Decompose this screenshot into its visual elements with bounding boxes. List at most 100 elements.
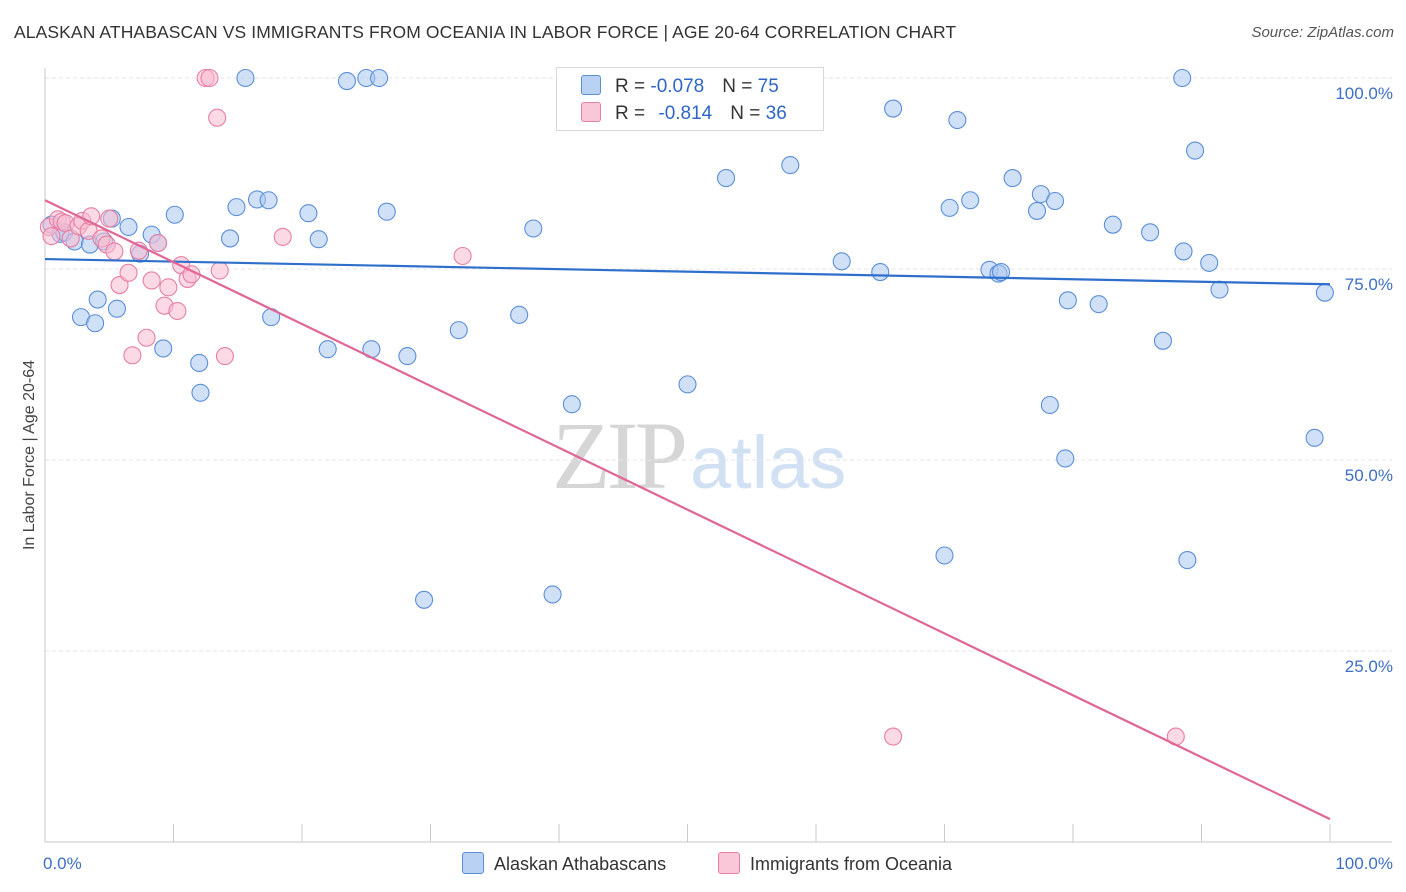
swatch-blue bbox=[581, 75, 601, 95]
data-point bbox=[1178, 551, 1197, 570]
data-point bbox=[1045, 191, 1065, 211]
data-point bbox=[200, 68, 219, 88]
data-point bbox=[210, 261, 229, 280]
data-point bbox=[1305, 428, 1324, 447]
chart-legend: Alaskan Athabascans Immigrants from Ocea… bbox=[0, 852, 1406, 878]
y-tick-label: 75.0% bbox=[1345, 275, 1393, 294]
data-point bbox=[1174, 242, 1193, 261]
data-point bbox=[398, 347, 417, 366]
legend-label: Alaskan Athabascans bbox=[494, 854, 667, 874]
data-point bbox=[208, 108, 227, 127]
data-point bbox=[370, 68, 389, 88]
data-point bbox=[1315, 283, 1334, 302]
legend-label: Immigrants from Oceania bbox=[750, 854, 953, 874]
data-point bbox=[991, 263, 1011, 282]
trend-line-0 bbox=[44, 257, 1331, 286]
data-point bbox=[1153, 331, 1172, 350]
data-point bbox=[236, 68, 255, 88]
data-point bbox=[86, 314, 105, 333]
data-point bbox=[168, 301, 187, 321]
data-point bbox=[1173, 68, 1192, 88]
data-point bbox=[337, 72, 357, 91]
data-point bbox=[191, 383, 210, 402]
r-value: -0.814 bbox=[658, 103, 713, 124]
data-point bbox=[1141, 223, 1160, 242]
data-point bbox=[524, 219, 543, 238]
data-point bbox=[88, 290, 107, 309]
data-point bbox=[309, 230, 328, 249]
series-immigrants-from-oceania bbox=[39, 68, 1185, 746]
data-point bbox=[884, 99, 903, 118]
data-point bbox=[961, 191, 980, 210]
data-point bbox=[42, 227, 61, 246]
n-value: 75 bbox=[757, 76, 779, 97]
data-point bbox=[871, 263, 890, 282]
swatch-pink bbox=[581, 102, 601, 122]
n-value: 36 bbox=[765, 103, 787, 124]
data-point bbox=[948, 110, 967, 130]
n-label: N = bbox=[722, 76, 758, 97]
data-point bbox=[1056, 449, 1075, 468]
data-point bbox=[107, 299, 127, 318]
legend-item-immigrants-from-oceania: Immigrants from Oceania bbox=[718, 852, 952, 875]
data-point bbox=[449, 321, 468, 340]
y-tick-label: 100.0% bbox=[1335, 84, 1393, 103]
n-label: N = bbox=[730, 103, 766, 124]
legend-swatch-pink bbox=[718, 852, 740, 874]
data-point bbox=[100, 209, 119, 228]
data-point bbox=[110, 275, 129, 295]
data-point bbox=[940, 198, 959, 217]
data-point bbox=[832, 252, 851, 271]
data-point bbox=[1200, 253, 1219, 272]
data-point bbox=[1003, 169, 1022, 188]
data-point bbox=[154, 339, 173, 358]
data-point bbox=[299, 204, 318, 223]
data-point bbox=[884, 727, 903, 746]
data-point bbox=[159, 278, 178, 297]
data-point bbox=[105, 242, 124, 261]
data-point bbox=[1186, 141, 1205, 160]
r-label: R = bbox=[615, 103, 651, 124]
data-point bbox=[142, 271, 161, 290]
x-tick-label-min: 0.0% bbox=[43, 854, 82, 873]
series-alaskan-athabascans bbox=[42, 68, 1334, 609]
data-point bbox=[318, 340, 337, 359]
trend-line-1 bbox=[44, 199, 1331, 821]
axes bbox=[44, 68, 1392, 843]
data-point bbox=[119, 263, 138, 282]
data-point bbox=[1210, 280, 1229, 299]
data-point bbox=[935, 546, 954, 565]
legend-item-alaskan-athabascans: Alaskan Athabascans bbox=[462, 852, 666, 875]
data-point bbox=[678, 375, 697, 394]
tick-labels: 25.0% 50.0% 75.0% 100.0% 0.0% 100.0% bbox=[43, 84, 1393, 873]
chart-title: ALASKAN ATHABASCAN VS IMMIGRANTS FROM OC… bbox=[14, 22, 957, 42]
data-point bbox=[415, 590, 434, 609]
data-point bbox=[227, 198, 246, 217]
legend-swatch-blue bbox=[462, 852, 484, 874]
data-point bbox=[453, 246, 472, 266]
data-point bbox=[220, 229, 240, 248]
stats-row-alaskan-athabascans: R = -0.078 N = 75 bbox=[581, 75, 779, 99]
r-label: R = bbox=[615, 76, 651, 97]
data-point bbox=[377, 202, 396, 221]
data-point bbox=[123, 346, 142, 365]
data-point bbox=[273, 227, 292, 246]
data-point bbox=[781, 156, 800, 175]
correlation-stats-box: R = -0.078 N = 75 R = -0.814 N = 36 bbox=[556, 67, 824, 131]
data-point bbox=[510, 305, 529, 324]
y-tick-label: 50.0% bbox=[1345, 466, 1393, 485]
r-value: -0.078 bbox=[650, 76, 705, 97]
data-point bbox=[190, 353, 209, 373]
data-point bbox=[1040, 395, 1059, 415]
data-point bbox=[1027, 201, 1047, 220]
data-point bbox=[1058, 291, 1077, 310]
data-point bbox=[1103, 215, 1122, 234]
data-point bbox=[1089, 295, 1108, 314]
trend-lines bbox=[44, 199, 1331, 821]
data-point bbox=[215, 347, 234, 366]
y-tick-label: 25.0% bbox=[1345, 657, 1393, 676]
chart-source: Source: ZipAtlas.com bbox=[1251, 24, 1394, 41]
data-point bbox=[259, 191, 278, 210]
stats-row-immigrants-from-oceania: R = -0.814 N = 36 bbox=[581, 102, 787, 126]
